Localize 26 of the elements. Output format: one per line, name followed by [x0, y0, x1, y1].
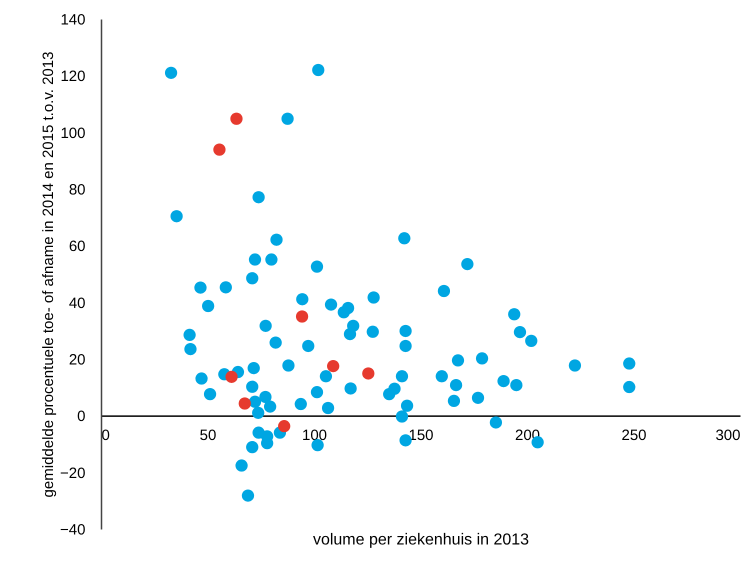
y-tick-label: −40 [60, 522, 86, 538]
x-tick-label: 0 [102, 427, 110, 444]
point [225, 370, 238, 383]
y-tick-label: −20 [60, 464, 86, 482]
y-tick-label: 0 [77, 408, 86, 426]
y-tick-label: 100 [60, 124, 86, 142]
point [327, 360, 340, 372]
point [213, 144, 226, 156]
y-tick-label: 140 [60, 12, 86, 28]
x-tick-label: 250 [621, 427, 647, 444]
point [238, 397, 251, 410]
y-tick-label: 60 [68, 238, 86, 256]
point [296, 310, 308, 323]
x-tick-label: 150 [408, 427, 434, 444]
y-tick-label: 20 [68, 352, 86, 368]
point [362, 367, 374, 380]
point [230, 112, 243, 125]
y-tick-label: 40 [68, 294, 86, 312]
y-axis-title: gemiddelde procentuele toe- of afname in 2014 en 2015 t.o.v. 2013 [40, 52, 58, 498]
point [278, 420, 290, 432]
x-axis-title: volume per ziekenhuis in 2013 [312, 532, 530, 548]
y-tick-label: 80 [68, 182, 86, 198]
x-tick-label: 50 [200, 427, 216, 444]
y-tick-label: 120 [60, 68, 86, 86]
x-tick-label: 300 [715, 427, 740, 444]
x-tick-label: 100 [302, 427, 328, 444]
